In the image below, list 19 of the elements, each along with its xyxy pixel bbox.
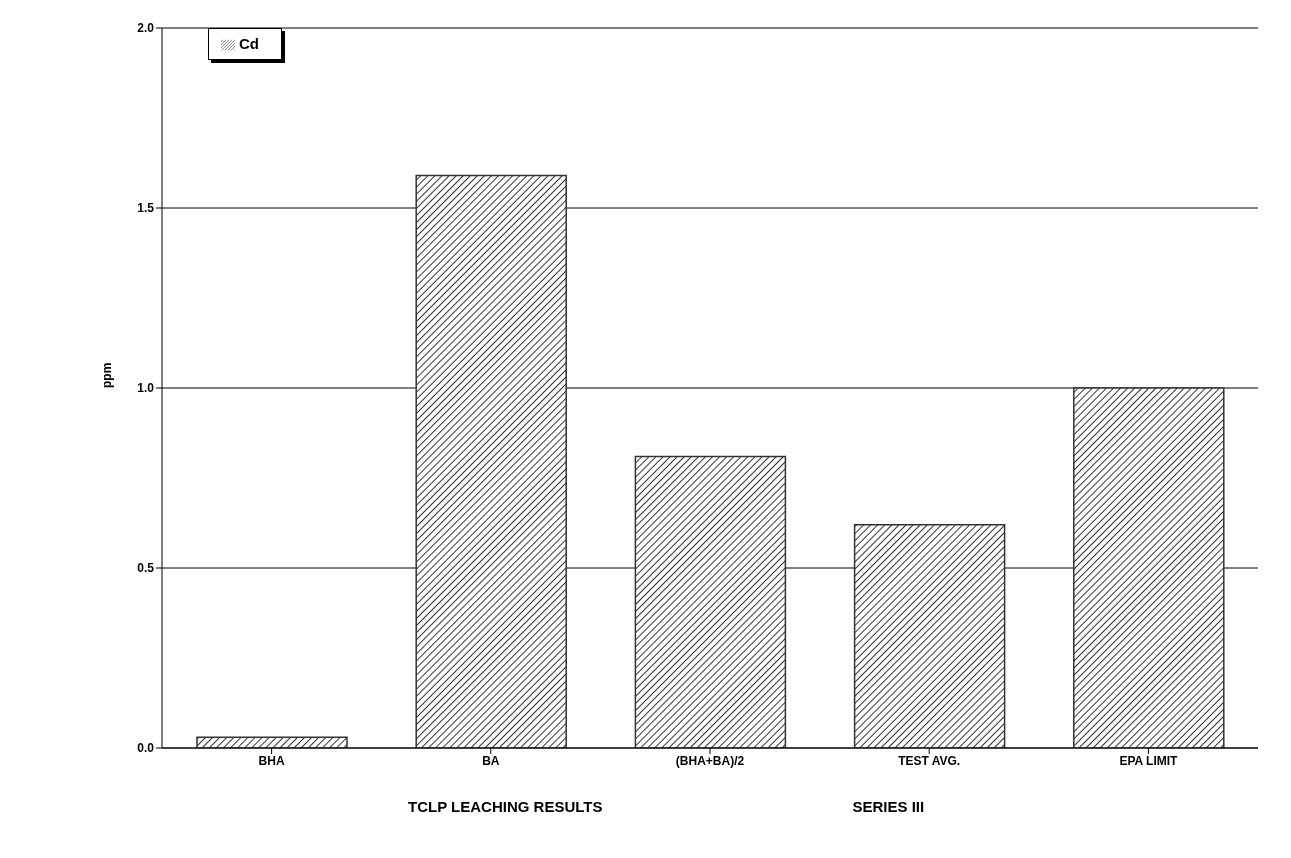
y-tick-label: 2.0 (137, 21, 155, 36)
text: SERIES III (852, 798, 925, 815)
y-tick-label: 1.0 (137, 381, 155, 396)
x-tick-label: EPA LIMIT (1119, 753, 1179, 768)
y-tick-label: 0.5 (137, 561, 155, 576)
y-axis-title: ppm (100, 362, 115, 388)
x-tick-label: TEST AVG. (898, 753, 961, 768)
legend-label: Cd (239, 35, 259, 52)
bar (415, 174, 567, 748)
bar (853, 524, 1006, 748)
y-tick-label: 0.0 (137, 741, 155, 756)
x-tick-label: BHA (258, 753, 285, 768)
x-tick-label: BA (482, 753, 500, 768)
bar (634, 455, 787, 748)
x-tick-label: (BHA+BA)/2 (675, 753, 745, 768)
y-tick-label: 1.5 (137, 201, 155, 216)
bar (196, 736, 348, 748)
x-axis-title: TCLP LEACHING RESULTS (408, 798, 603, 815)
bar (1073, 387, 1225, 748)
